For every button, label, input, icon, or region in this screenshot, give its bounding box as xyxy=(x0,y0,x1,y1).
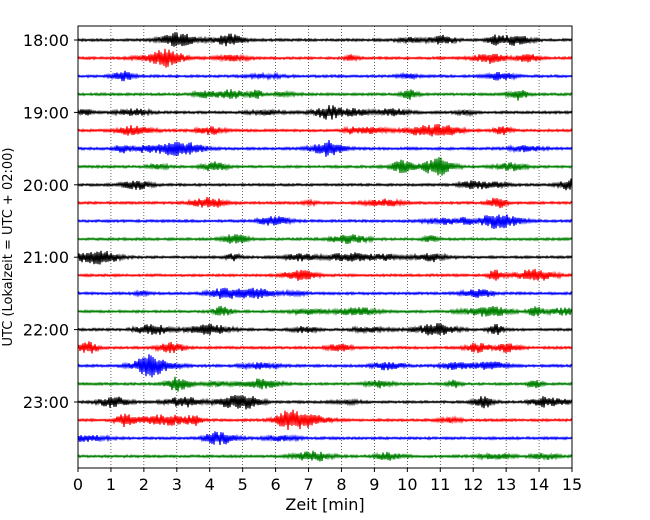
x-axis-label: Zeit [min] xyxy=(285,495,364,514)
trace-line xyxy=(77,287,573,300)
trace-line xyxy=(77,32,573,47)
x-tick-label: 10 xyxy=(397,475,417,494)
trace-line xyxy=(77,197,573,209)
plot-frame xyxy=(77,25,573,469)
x-tick-label: 5 xyxy=(238,475,248,494)
x-tick-label: 3 xyxy=(172,475,182,494)
x-tick-label: 14 xyxy=(529,475,549,494)
trace-line xyxy=(77,70,573,82)
trace-line xyxy=(77,268,573,281)
x-tick-label: 6 xyxy=(271,475,281,494)
x-tick-label: 0 xyxy=(73,475,83,494)
x-tick-label: 15 xyxy=(562,475,582,494)
x-tick-label: 8 xyxy=(336,475,346,494)
trace-line xyxy=(77,214,573,230)
trace-line xyxy=(77,234,573,245)
x-axis-ticks: 0 1 2 3 4 5 6 7 8 9 10 11 12 13 14 15 xyxy=(73,468,582,494)
y-tick-label: 22:00 xyxy=(23,321,69,340)
trace-line xyxy=(77,305,573,317)
plot-area xyxy=(78,26,572,468)
trace-line xyxy=(77,450,573,462)
x-tick-label: 4 xyxy=(205,475,215,494)
trace-line xyxy=(77,409,573,431)
trace-line xyxy=(77,105,573,120)
trace-line xyxy=(77,341,573,354)
y-axis-label: UTC (Lokalzeit = UTC + 02:00) xyxy=(1,148,16,347)
x-tick-label: 1 xyxy=(106,475,116,494)
trace-line xyxy=(77,178,573,191)
trace-line xyxy=(77,354,573,378)
trace-line xyxy=(77,48,573,68)
y-tick-label: 19:00 xyxy=(23,103,69,122)
trace-line xyxy=(77,250,573,265)
trace-line xyxy=(77,395,573,410)
y-tick-label: 18:00 xyxy=(23,31,69,50)
y-tick-label: 23:00 xyxy=(23,393,69,412)
x-tick-label: 9 xyxy=(369,475,379,494)
trace-line xyxy=(77,323,573,336)
trace-line xyxy=(77,89,573,101)
y-tick-label: 21:00 xyxy=(23,248,69,267)
x-tick-label: 13 xyxy=(496,475,516,494)
x-tick-label: 12 xyxy=(463,475,483,494)
x-tick-label: 11 xyxy=(430,475,450,494)
y-tick-label: 20:00 xyxy=(23,176,69,195)
trace-line xyxy=(77,157,573,176)
trace-line xyxy=(77,376,573,392)
trace-line xyxy=(77,431,573,446)
x-tick-label: 2 xyxy=(139,475,149,494)
x-tick-label: 7 xyxy=(303,475,313,494)
seismic-traces xyxy=(77,32,573,462)
trace-line xyxy=(77,140,573,157)
y-axis-ticks: 18:00 19:00 20:00 21:00 22:00 23:00 xyxy=(23,31,78,412)
trace-line xyxy=(77,123,573,137)
